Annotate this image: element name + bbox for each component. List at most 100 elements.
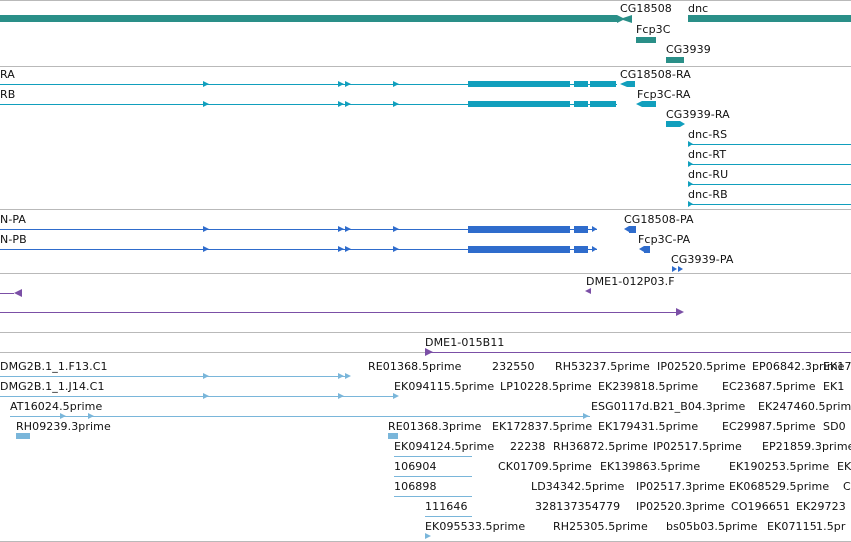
est-arrow[interactable] <box>393 393 399 399</box>
est-block[interactable] <box>388 433 398 439</box>
est-label[interactable]: RE01368.5prime <box>368 360 462 373</box>
est-label[interactable]: EK29723 <box>796 500 846 513</box>
est-label[interactable]: EK094115.5prime <box>394 380 495 393</box>
est-label[interactable]: 232550 <box>492 360 535 373</box>
est-label[interactable]: CK01709.5prime <box>498 460 592 473</box>
est-label[interactable]: EK179431.5prime <box>598 420 699 433</box>
gene-label[interactable]: CG18508 <box>620 2 672 15</box>
est-label[interactable]: EP06842.3prime <box>752 360 845 373</box>
protein-label[interactable]: CG3939-PA <box>671 253 734 266</box>
protein-exon[interactable] <box>468 246 570 253</box>
transcript-exon[interactable] <box>590 101 616 107</box>
transcript-label[interactable]: dnc-RU <box>688 168 729 181</box>
est-label[interactable]: IP02517.5prime <box>653 440 742 453</box>
est-label[interactable]: 22238 <box>510 440 546 453</box>
est-label[interactable]: RH53237.5prime <box>555 360 650 373</box>
est-label[interactable]: IP02517.3prime <box>636 480 725 493</box>
protein-exon[interactable] <box>574 226 588 233</box>
est-label[interactable]: RH09239.3prime <box>16 420 111 433</box>
est-label[interactable]: LP10228.5prime <box>500 380 592 393</box>
est-arrow[interactable] <box>338 393 344 399</box>
est-label[interactable]: EK139863.5prime <box>600 460 701 473</box>
transcript-exon[interactable] <box>574 101 588 107</box>
protein-exon[interactable] <box>468 226 570 233</box>
est-label[interactable]: IP02520.5prime <box>657 360 746 373</box>
est-label[interactable]: 111646 <box>425 500 468 513</box>
est-label[interactable]: EK172837.5prime <box>492 420 593 433</box>
transcript-exon[interactable] <box>468 81 570 87</box>
est-label[interactable]: 1.5pr <box>816 520 846 533</box>
protein-exon[interactable] <box>644 246 650 253</box>
protein-label[interactable]: Fcp3C-PA <box>638 233 691 246</box>
est-label[interactable]: EK1 <box>823 380 845 393</box>
transcript-label[interactable]: dnc-RT <box>688 148 727 161</box>
est-arrow[interactable] <box>203 373 209 379</box>
clone-end-marker[interactable] <box>14 289 22 297</box>
est-arrow[interactable] <box>583 413 589 419</box>
gene-feature-bar[interactable] <box>636 37 656 43</box>
est-label[interactable]: EK095533.5prime <box>425 520 526 533</box>
est-label[interactable]: EK17 <box>823 360 851 373</box>
est-label[interactable]: RH36872.5prime <box>553 440 648 453</box>
protein-label[interactable]: N-PA <box>0 213 27 226</box>
est-arrow[interactable] <box>88 413 94 419</box>
gene-feature-bar[interactable] <box>666 57 684 63</box>
gene-label[interactable]: dnc <box>688 2 709 15</box>
est-label[interactable]: bs05b03.5prime <box>666 520 758 533</box>
clone-end-marker[interactable] <box>425 348 433 356</box>
transcript-label[interactable]: Fcp3C-RA <box>637 88 691 101</box>
est-label[interactable]: 328137354779 <box>535 500 621 513</box>
clone-end-marker[interactable] <box>676 308 684 316</box>
est-label[interactable]: 106904 <box>394 460 437 473</box>
est-label[interactable]: EK068529.5prime <box>729 480 830 493</box>
est-label[interactable]: EK239818.5prime <box>598 380 699 393</box>
est-label[interactable]: EK247460.5prime <box>758 400 851 413</box>
transcript-label[interactable]: dnc-RB <box>688 188 728 201</box>
transcript-label[interactable]: RA <box>0 68 15 81</box>
transcript-exon[interactable] <box>468 101 570 107</box>
est-label[interactable]: IP02520.3prime <box>636 500 725 513</box>
protein-label[interactable]: CG18508-PA <box>624 213 694 226</box>
est-arrow[interactable] <box>345 373 351 379</box>
est-label[interactable]: C <box>843 480 851 493</box>
protein-label[interactable]: N-PB <box>0 233 27 246</box>
transcript-exon[interactable] <box>574 81 588 87</box>
est-label[interactable]: DMG2B.1_1.F13.C1 <box>0 360 108 373</box>
est-label[interactable]: RH25305.5prime <box>553 520 648 533</box>
clone-label[interactable]: DME1-015B11 <box>425 336 505 349</box>
transcript-exon[interactable] <box>666 121 680 127</box>
est-label[interactable]: EK <box>837 460 851 473</box>
gene-feature-bar[interactable] <box>0 15 617 22</box>
transcript-label[interactable]: CG18508-RA <box>620 68 691 81</box>
transcript-exon[interactable] <box>590 81 616 87</box>
est-arrow[interactable] <box>60 413 66 419</box>
gene-feature-bar[interactable] <box>688 15 851 22</box>
transcript-label[interactable]: CG3939-RA <box>666 108 730 121</box>
est-label[interactable]: EK190253.5prime <box>729 460 830 473</box>
clone-end-marker[interactable] <box>585 288 591 294</box>
est-label[interactable]: CO196651 <box>731 500 791 513</box>
clone-label[interactable]: DME1-012P03.F <box>586 275 675 288</box>
protein-exon[interactable] <box>629 226 636 233</box>
est-label[interactable]: 106898 <box>394 480 437 493</box>
est-arrow[interactable] <box>425 533 431 539</box>
est-label[interactable]: EK07115 <box>767 520 817 533</box>
transcript-label[interactable]: RB <box>0 88 16 101</box>
est-arrow[interactable] <box>203 393 209 399</box>
est-label[interactable]: DMG2B.1_1.J14.C1 <box>0 380 105 393</box>
est-label[interactable]: ESG0117d.B21_B04.3prime <box>591 400 746 413</box>
est-label[interactable]: EC29987.5prime <box>722 420 816 433</box>
transcript-exon[interactable] <box>627 81 635 87</box>
transcript-exon[interactable] <box>642 101 656 107</box>
est-arrow[interactable] <box>338 373 344 379</box>
gene-label[interactable]: CG3939 <box>666 43 711 56</box>
protein-exon[interactable] <box>574 246 588 253</box>
est-label[interactable]: SD0 <box>823 420 846 433</box>
est-label[interactable]: EK094124.5prime <box>394 440 495 453</box>
est-label[interactable]: LD34342.5prime <box>531 480 625 493</box>
est-label[interactable]: AT16024.5prime <box>10 400 103 413</box>
transcript-label[interactable]: dnc-RS <box>688 128 728 141</box>
gene-label[interactable]: Fcp3C <box>636 23 671 36</box>
est-block[interactable] <box>16 433 30 439</box>
est-label[interactable]: RE01368.3prime <box>388 420 482 433</box>
